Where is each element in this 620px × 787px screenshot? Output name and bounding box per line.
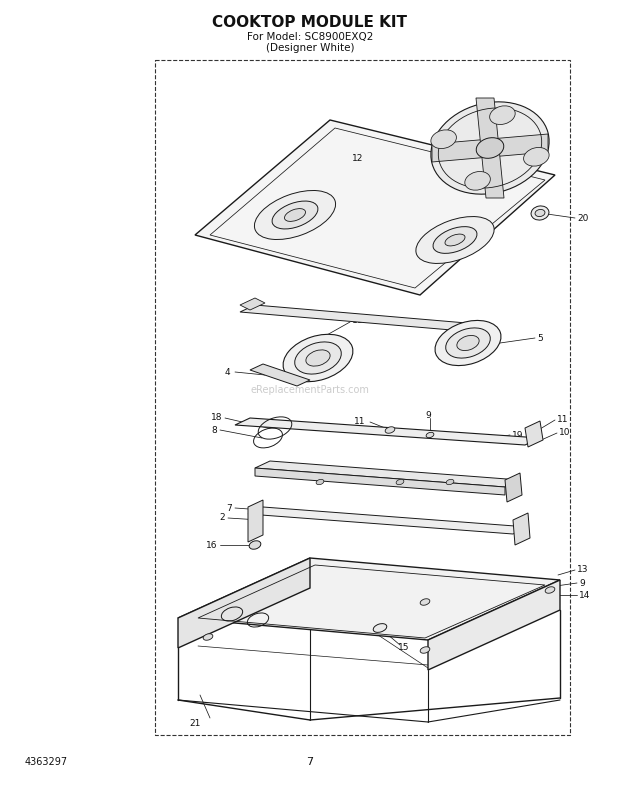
Text: 12: 12	[352, 153, 363, 162]
Ellipse shape	[272, 201, 318, 229]
Polygon shape	[240, 298, 265, 310]
Text: 20: 20	[577, 213, 588, 223]
Polygon shape	[513, 513, 530, 545]
Ellipse shape	[490, 105, 515, 124]
Text: 19: 19	[512, 430, 523, 439]
Text: eReplacementParts.com: eReplacementParts.com	[250, 385, 370, 395]
Text: 11: 11	[329, 312, 340, 322]
Ellipse shape	[203, 634, 213, 641]
Ellipse shape	[524, 147, 549, 166]
Ellipse shape	[373, 623, 387, 633]
Ellipse shape	[435, 320, 501, 366]
Text: 2: 2	[219, 513, 225, 523]
Ellipse shape	[396, 479, 404, 485]
Ellipse shape	[426, 432, 434, 438]
Ellipse shape	[431, 102, 549, 194]
Ellipse shape	[249, 541, 261, 549]
Text: 9: 9	[425, 411, 431, 419]
Text: 11: 11	[352, 316, 363, 324]
Polygon shape	[255, 461, 520, 487]
Polygon shape	[505, 473, 522, 502]
Text: 11: 11	[557, 415, 569, 423]
Ellipse shape	[254, 190, 335, 239]
Ellipse shape	[535, 209, 545, 216]
Ellipse shape	[446, 328, 490, 358]
Ellipse shape	[457, 335, 479, 350]
Polygon shape	[240, 305, 490, 332]
Text: 15: 15	[398, 644, 409, 652]
Text: 11: 11	[353, 416, 365, 426]
Text: 10: 10	[559, 427, 570, 437]
Text: 4: 4	[224, 368, 230, 376]
Polygon shape	[178, 558, 310, 648]
Ellipse shape	[445, 234, 465, 246]
Polygon shape	[432, 134, 548, 162]
Ellipse shape	[294, 342, 341, 374]
Text: 7: 7	[226, 504, 232, 512]
Text: 8: 8	[211, 426, 217, 434]
Polygon shape	[235, 418, 540, 445]
Ellipse shape	[420, 647, 430, 653]
Polygon shape	[255, 468, 505, 495]
Text: 4363297: 4363297	[25, 757, 68, 767]
Text: 21: 21	[189, 719, 201, 727]
Ellipse shape	[285, 209, 306, 221]
Ellipse shape	[385, 427, 395, 434]
Polygon shape	[476, 98, 504, 198]
Ellipse shape	[531, 206, 549, 220]
Ellipse shape	[431, 130, 456, 149]
Ellipse shape	[306, 350, 330, 366]
Polygon shape	[195, 120, 555, 295]
Polygon shape	[428, 580, 560, 670]
Polygon shape	[525, 421, 543, 447]
Ellipse shape	[283, 334, 353, 382]
Ellipse shape	[416, 216, 494, 264]
Text: 16: 16	[205, 541, 217, 549]
Text: 14: 14	[579, 590, 590, 600]
Ellipse shape	[316, 479, 324, 485]
Text: COOKTOP MODULE KIT: COOKTOP MODULE KIT	[213, 14, 407, 29]
Text: 7: 7	[306, 757, 314, 767]
Text: For Model: SC8900EXQ2: For Model: SC8900EXQ2	[247, 32, 373, 42]
Text: 5: 5	[537, 334, 542, 342]
Text: 9: 9	[579, 578, 585, 588]
Ellipse shape	[420, 599, 430, 605]
Text: 18: 18	[211, 412, 222, 422]
Ellipse shape	[433, 227, 477, 253]
Ellipse shape	[446, 479, 454, 485]
Ellipse shape	[465, 172, 490, 190]
Polygon shape	[250, 364, 310, 386]
Polygon shape	[178, 558, 560, 640]
Text: 13: 13	[577, 566, 588, 575]
Ellipse shape	[545, 587, 555, 593]
Text: (Designer White): (Designer White)	[266, 43, 354, 53]
Polygon shape	[248, 507, 528, 534]
Ellipse shape	[476, 138, 504, 158]
Polygon shape	[248, 500, 263, 542]
Bar	[155, 60, 570, 735]
